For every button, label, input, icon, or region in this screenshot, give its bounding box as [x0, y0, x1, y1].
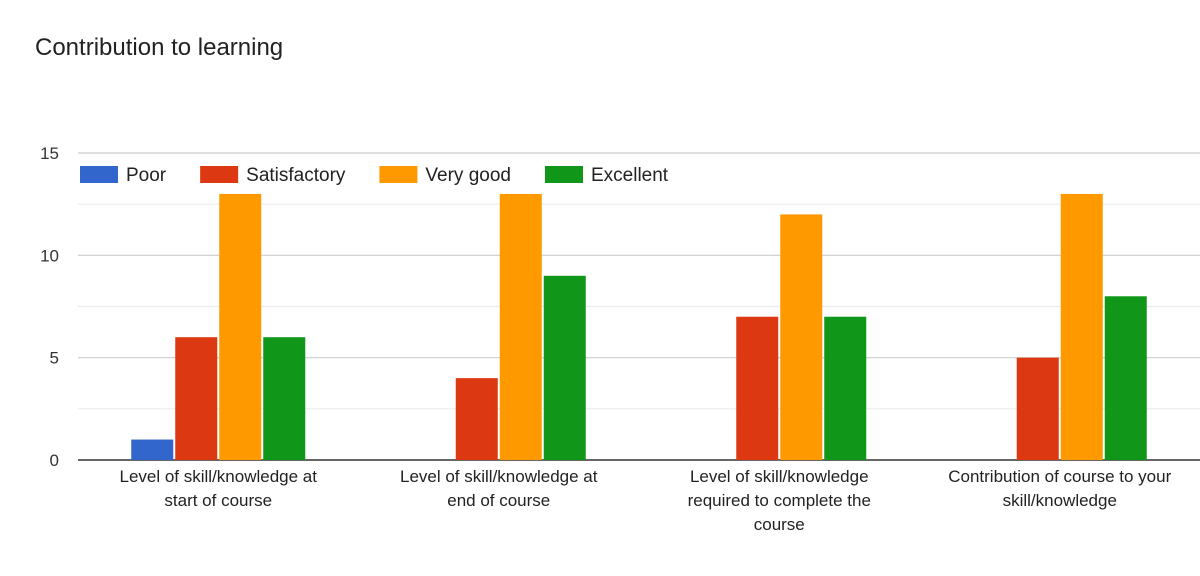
bar-satisfactory [1016, 357, 1059, 460]
legend-label: Poor [126, 165, 167, 186]
bar-excellent [543, 275, 586, 460]
y-tick-label: 10 [40, 246, 59, 265]
legend-swatch [200, 166, 239, 183]
x-category-label: Level of skill/knowledge required to comp… [688, 467, 871, 534]
legend-swatch [80, 166, 118, 183]
bar-excellent [263, 337, 306, 460]
legend-label: Very good [425, 165, 511, 186]
bar-satisfactory [736, 316, 779, 460]
x-axis-labels: Level of skill/knowledge at start of cour… [119, 467, 1171, 534]
bar-very-good [780, 214, 823, 460]
bar-very-good [1060, 193, 1103, 460]
y-tick-label: 15 [40, 144, 59, 163]
legend-swatch [544, 166, 583, 183]
bar-satisfactory [175, 337, 218, 460]
x-category-label: Level of skill/knowledge at end of course [400, 467, 598, 510]
y-tick-label: 5 [50, 349, 59, 368]
x-category-label: Contribution of course to your skill/know… [948, 467, 1171, 510]
legend-swatch [379, 166, 418, 183]
bars [131, 193, 1147, 460]
bar-very-good [219, 193, 262, 460]
x-category-label: Level of skill/knowledge at start of cour… [119, 467, 317, 510]
bar-satisfactory [455, 378, 498, 460]
legend-label: Excellent [591, 165, 669, 186]
y-axis-ticks: 0 5 10 15 [40, 144, 59, 470]
bar-excellent [1104, 296, 1147, 460]
bar-excellent [824, 316, 867, 460]
y-tick-label: 0 [50, 451, 59, 470]
legend: Poor Satisfactory Very good Excellent [80, 165, 669, 186]
chart-title: Contribution to learning [35, 34, 284, 61]
bar-very-good [499, 193, 542, 460]
bar-poor [131, 439, 174, 460]
legend-label: Satisfactory [246, 165, 346, 186]
